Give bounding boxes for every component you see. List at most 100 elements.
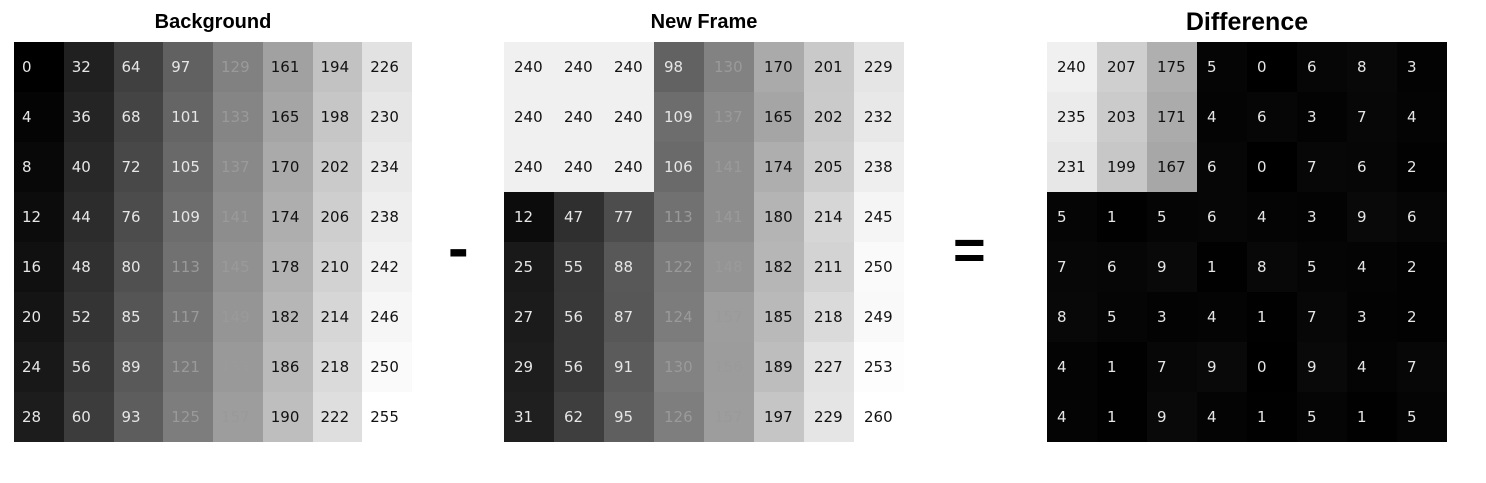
pixel-cell: 171: [1147, 92, 1197, 142]
pixel-cell: 6: [1397, 192, 1447, 242]
pixel-cell: 137: [213, 142, 263, 192]
pixel-cell: 141: [704, 142, 754, 192]
pixel-cell: 240: [554, 92, 604, 142]
pixel-cell: 80: [113, 242, 164, 292]
pixel-cell: 210: [312, 242, 363, 292]
pixel-cell: 202: [312, 142, 363, 192]
pixel-cell: 105: [163, 142, 213, 192]
pixel-cell: 68: [113, 92, 164, 142]
pixel-cell: 4: [1247, 192, 1297, 242]
pixel-cell: 9: [1147, 392, 1197, 442]
pixel-cell: 1: [1347, 392, 1397, 442]
pixel-cell: 44: [63, 192, 114, 242]
pixel-cell: 12: [14, 192, 64, 242]
pixel-cell: 5: [1147, 192, 1197, 242]
pixel-cell: 240: [604, 92, 654, 142]
pixel-cell: 229: [854, 42, 904, 92]
pixel-cell: 24: [14, 342, 64, 392]
pixel-cell: 6: [1197, 192, 1247, 242]
pixel-cell: 6: [1097, 242, 1147, 292]
pixel-cell: 0: [14, 42, 64, 92]
pixel-cell: 121: [163, 342, 213, 392]
pixel-cell: 0: [1247, 142, 1297, 192]
pixel-cell: 130: [654, 342, 704, 392]
pixel-cell: 97: [163, 42, 213, 92]
pixel-cell: 240: [504, 142, 554, 192]
pixel-cell: 32: [63, 42, 114, 92]
pixel-cell: 7: [1347, 92, 1397, 142]
pixel-cell: 148: [704, 242, 754, 292]
pixel-cell: 156: [704, 342, 754, 392]
pixel-cell: 76: [113, 192, 164, 242]
pixel-cell: 194: [312, 42, 363, 92]
pixel-cell: 48: [63, 242, 114, 292]
pixel-cell: 64: [113, 42, 164, 92]
pixel-cell: 8: [1047, 292, 1097, 342]
pixel-cell: 231: [1047, 142, 1097, 192]
pixel-cell: 56: [554, 292, 604, 342]
pixel-cell: 170: [754, 42, 804, 92]
pixel-cell: 129: [213, 42, 263, 92]
pixel-cell: 202: [804, 92, 854, 142]
pixel-cell: 178: [262, 242, 313, 292]
pixel-cell: 185: [754, 292, 804, 342]
pixel-cell: 203: [1097, 92, 1147, 142]
pixel-cell: 87: [604, 292, 654, 342]
pixel-cell: 117: [163, 292, 213, 342]
pixel-cell: 9: [1297, 342, 1347, 392]
pixel-cell: 95: [604, 392, 654, 442]
pixel-cell: 8: [1247, 242, 1297, 292]
pixel-cell: 31: [504, 392, 554, 442]
pixel-cell: 240: [554, 142, 604, 192]
pixel-cell: 5: [1397, 392, 1447, 442]
new-frame-title: New Frame: [650, 11, 758, 33]
pixel-cell: 157: [704, 392, 754, 442]
pixel-cell: 9: [1197, 342, 1247, 392]
pixel-cell: 36: [63, 92, 114, 142]
pixel-cell: 240: [554, 42, 604, 92]
pixel-cell: 250: [362, 342, 412, 392]
pixel-cell: 230: [362, 92, 412, 142]
pixel-cell: 28: [14, 392, 64, 442]
pixel-cell: 161: [262, 42, 313, 92]
pixel-cell: 3: [1397, 42, 1447, 92]
pixel-cell: 182: [262, 292, 313, 342]
pixel-cell: 1: [1097, 342, 1147, 392]
pixel-cell: 77: [604, 192, 654, 242]
pixel-cell: 2: [1397, 292, 1447, 342]
pixel-cell: 157: [213, 392, 263, 442]
pixel-cell: 126: [654, 392, 704, 442]
pixel-cell: 167: [1147, 142, 1197, 192]
pixel-cell: 3: [1147, 292, 1197, 342]
pixel-cell: 218: [804, 292, 854, 342]
pixel-cell: 20: [14, 292, 64, 342]
pixel-cell: 88: [604, 242, 654, 292]
pixel-cell: 214: [804, 192, 854, 242]
pixel-cell: 165: [754, 92, 804, 142]
pixel-cell: 4: [1197, 92, 1247, 142]
pixel-cell: 91: [604, 342, 654, 392]
pixel-cell: 4: [1347, 242, 1397, 292]
pixel-cell: 242: [362, 242, 412, 292]
pixel-cell: 47: [554, 192, 604, 242]
pixel-cell: 170: [262, 142, 313, 192]
pixel-cell: 125: [163, 392, 213, 442]
pixel-cell: 240: [504, 42, 554, 92]
minus-operator: -: [448, 214, 469, 283]
pixel-cell: 62: [554, 392, 604, 442]
pixel-cell: 250: [854, 242, 904, 292]
pixel-cell: 222: [312, 392, 363, 442]
pixel-cell: 186: [262, 342, 313, 392]
pixel-cell: 1: [1097, 392, 1147, 442]
pixel-cell: 25: [504, 242, 554, 292]
pixel-cell: 6: [1247, 92, 1297, 142]
pixel-cell: 174: [262, 192, 313, 242]
pixel-cell: 4: [1047, 342, 1097, 392]
pixel-cell: 153: [213, 342, 263, 392]
pixel-cell: 5: [1297, 392, 1347, 442]
pixel-cell: 141: [704, 192, 754, 242]
pixel-cell: 197: [754, 392, 804, 442]
pixel-cell: 109: [163, 192, 213, 242]
pixel-cell: 5: [1047, 192, 1097, 242]
pixel-cell: 9: [1147, 242, 1197, 292]
